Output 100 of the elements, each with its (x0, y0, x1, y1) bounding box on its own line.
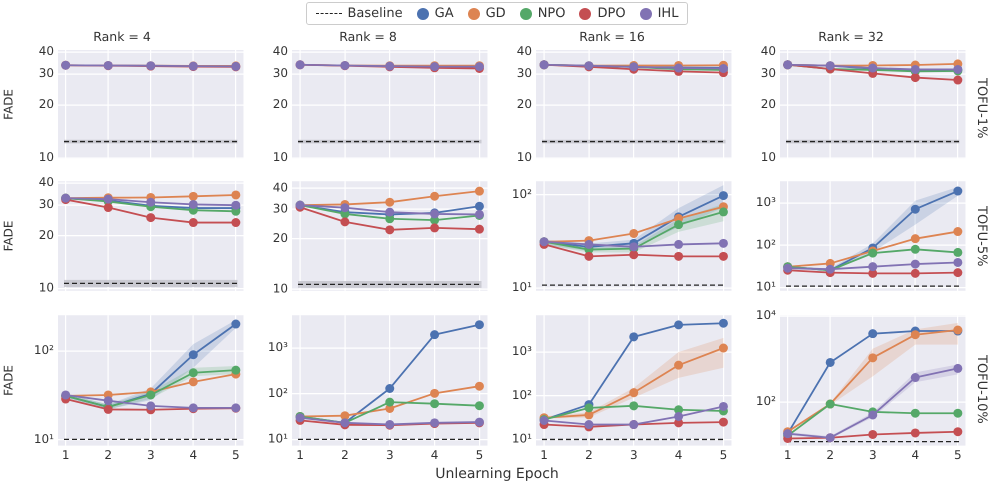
y-tick-label: 10 (272, 150, 288, 164)
point (385, 225, 394, 234)
y-tick-label: 40 (38, 44, 54, 58)
x-tick-label: 4 (911, 448, 920, 462)
point (629, 401, 638, 410)
y-axis-title: FADE (1, 220, 16, 252)
y-tick-label: 10¹ (268, 432, 288, 446)
point (674, 252, 684, 261)
point (430, 223, 440, 232)
x-tick-label: 1 (540, 448, 548, 462)
y-tick-label: 40 (272, 44, 288, 58)
point (718, 344, 728, 353)
point (629, 388, 638, 398)
x-tick-label: 5 (476, 448, 484, 462)
point (953, 408, 962, 418)
legend-label: Baseline (348, 6, 403, 21)
point (718, 207, 728, 216)
y-tick-label: 20 (516, 97, 532, 112)
y-tick-label: 10² (756, 237, 776, 252)
point (868, 410, 878, 420)
y-tick-label: 40 (272, 180, 288, 194)
y-tick-label: 10 (38, 280, 54, 295)
point (953, 248, 962, 257)
legend-label: GA (434, 6, 454, 21)
y-tick-label: 10 (38, 150, 54, 164)
x-tick-label: 3 (630, 448, 638, 462)
point (104, 203, 113, 212)
point (953, 427, 962, 436)
x-tick-label: 3 (868, 448, 877, 462)
point (718, 191, 728, 200)
point (674, 240, 684, 249)
point (953, 258, 962, 267)
y-tick-label: 40 (760, 44, 776, 58)
point (826, 358, 835, 367)
chart-title: Rank = 32 (818, 28, 884, 44)
point (385, 398, 394, 407)
legend-label: DPO (597, 6, 626, 21)
point (231, 320, 240, 329)
point (910, 330, 920, 340)
point (910, 260, 920, 269)
y-tick-label: 10³ (268, 340, 288, 354)
y-tick-label: 10¹ (512, 280, 532, 294)
point (146, 401, 156, 410)
x-tick-label: 5 (720, 448, 728, 462)
x-tick-label: 2 (826, 448, 834, 462)
y2-axis-title: TOFU-1% (974, 78, 989, 138)
legend-label: NPO (538, 6, 566, 21)
y-tick-label: 10 (272, 281, 288, 296)
point (953, 227, 962, 236)
point (629, 250, 638, 260)
y-axis-title: FADE (1, 364, 16, 396)
y-tick-label: 40 (38, 175, 54, 190)
y-tick-label: 20 (760, 97, 776, 112)
point (188, 350, 198, 360)
x-axis-title: Unlearning Epoch (434, 466, 560, 482)
y-tick-label: 40 (516, 44, 532, 58)
point (231, 218, 240, 228)
y-axis-title: FADE (1, 88, 16, 120)
chart-title: Rank = 4 (93, 28, 151, 44)
point (146, 213, 156, 222)
point (188, 200, 198, 209)
y-tick-label: 30 (516, 66, 532, 80)
y-tick-label: 20 (38, 228, 54, 242)
point (340, 203, 350, 212)
point (474, 320, 484, 330)
point (953, 268, 962, 278)
y-tick-label: 30 (38, 66, 54, 80)
point (385, 384, 394, 393)
x-tick-label: 2 (585, 448, 593, 462)
point (718, 252, 728, 261)
point (674, 220, 684, 230)
point (188, 192, 198, 201)
point (910, 268, 920, 278)
point (674, 320, 684, 330)
point (474, 186, 484, 196)
y-tick-label: 30 (272, 66, 288, 80)
y2-axis-title: TOFU-5% (974, 206, 989, 266)
point (629, 332, 638, 342)
legend-label: GD (486, 6, 506, 21)
y-tick-label: 10⁴ (756, 308, 776, 322)
point (584, 240, 594, 249)
x-tick-label: 5 (232, 448, 240, 462)
y-tick-label: 10¹ (756, 280, 776, 294)
point (868, 353, 878, 362)
point (430, 388, 440, 398)
point (231, 190, 240, 200)
point (231, 200, 240, 210)
x-tick-label: 1 (296, 448, 304, 462)
point (868, 329, 878, 338)
y-tick-label: 30 (760, 66, 776, 80)
point (910, 73, 920, 82)
y-tick-label: 20 (272, 230, 288, 245)
point (430, 330, 440, 340)
point (584, 403, 594, 412)
y-tick-label: 10¹ (34, 432, 54, 446)
x-tick-label: 2 (104, 448, 112, 462)
point (430, 192, 440, 201)
point (718, 318, 728, 328)
point (718, 418, 728, 427)
x-tick-label: 1 (62, 448, 70, 462)
